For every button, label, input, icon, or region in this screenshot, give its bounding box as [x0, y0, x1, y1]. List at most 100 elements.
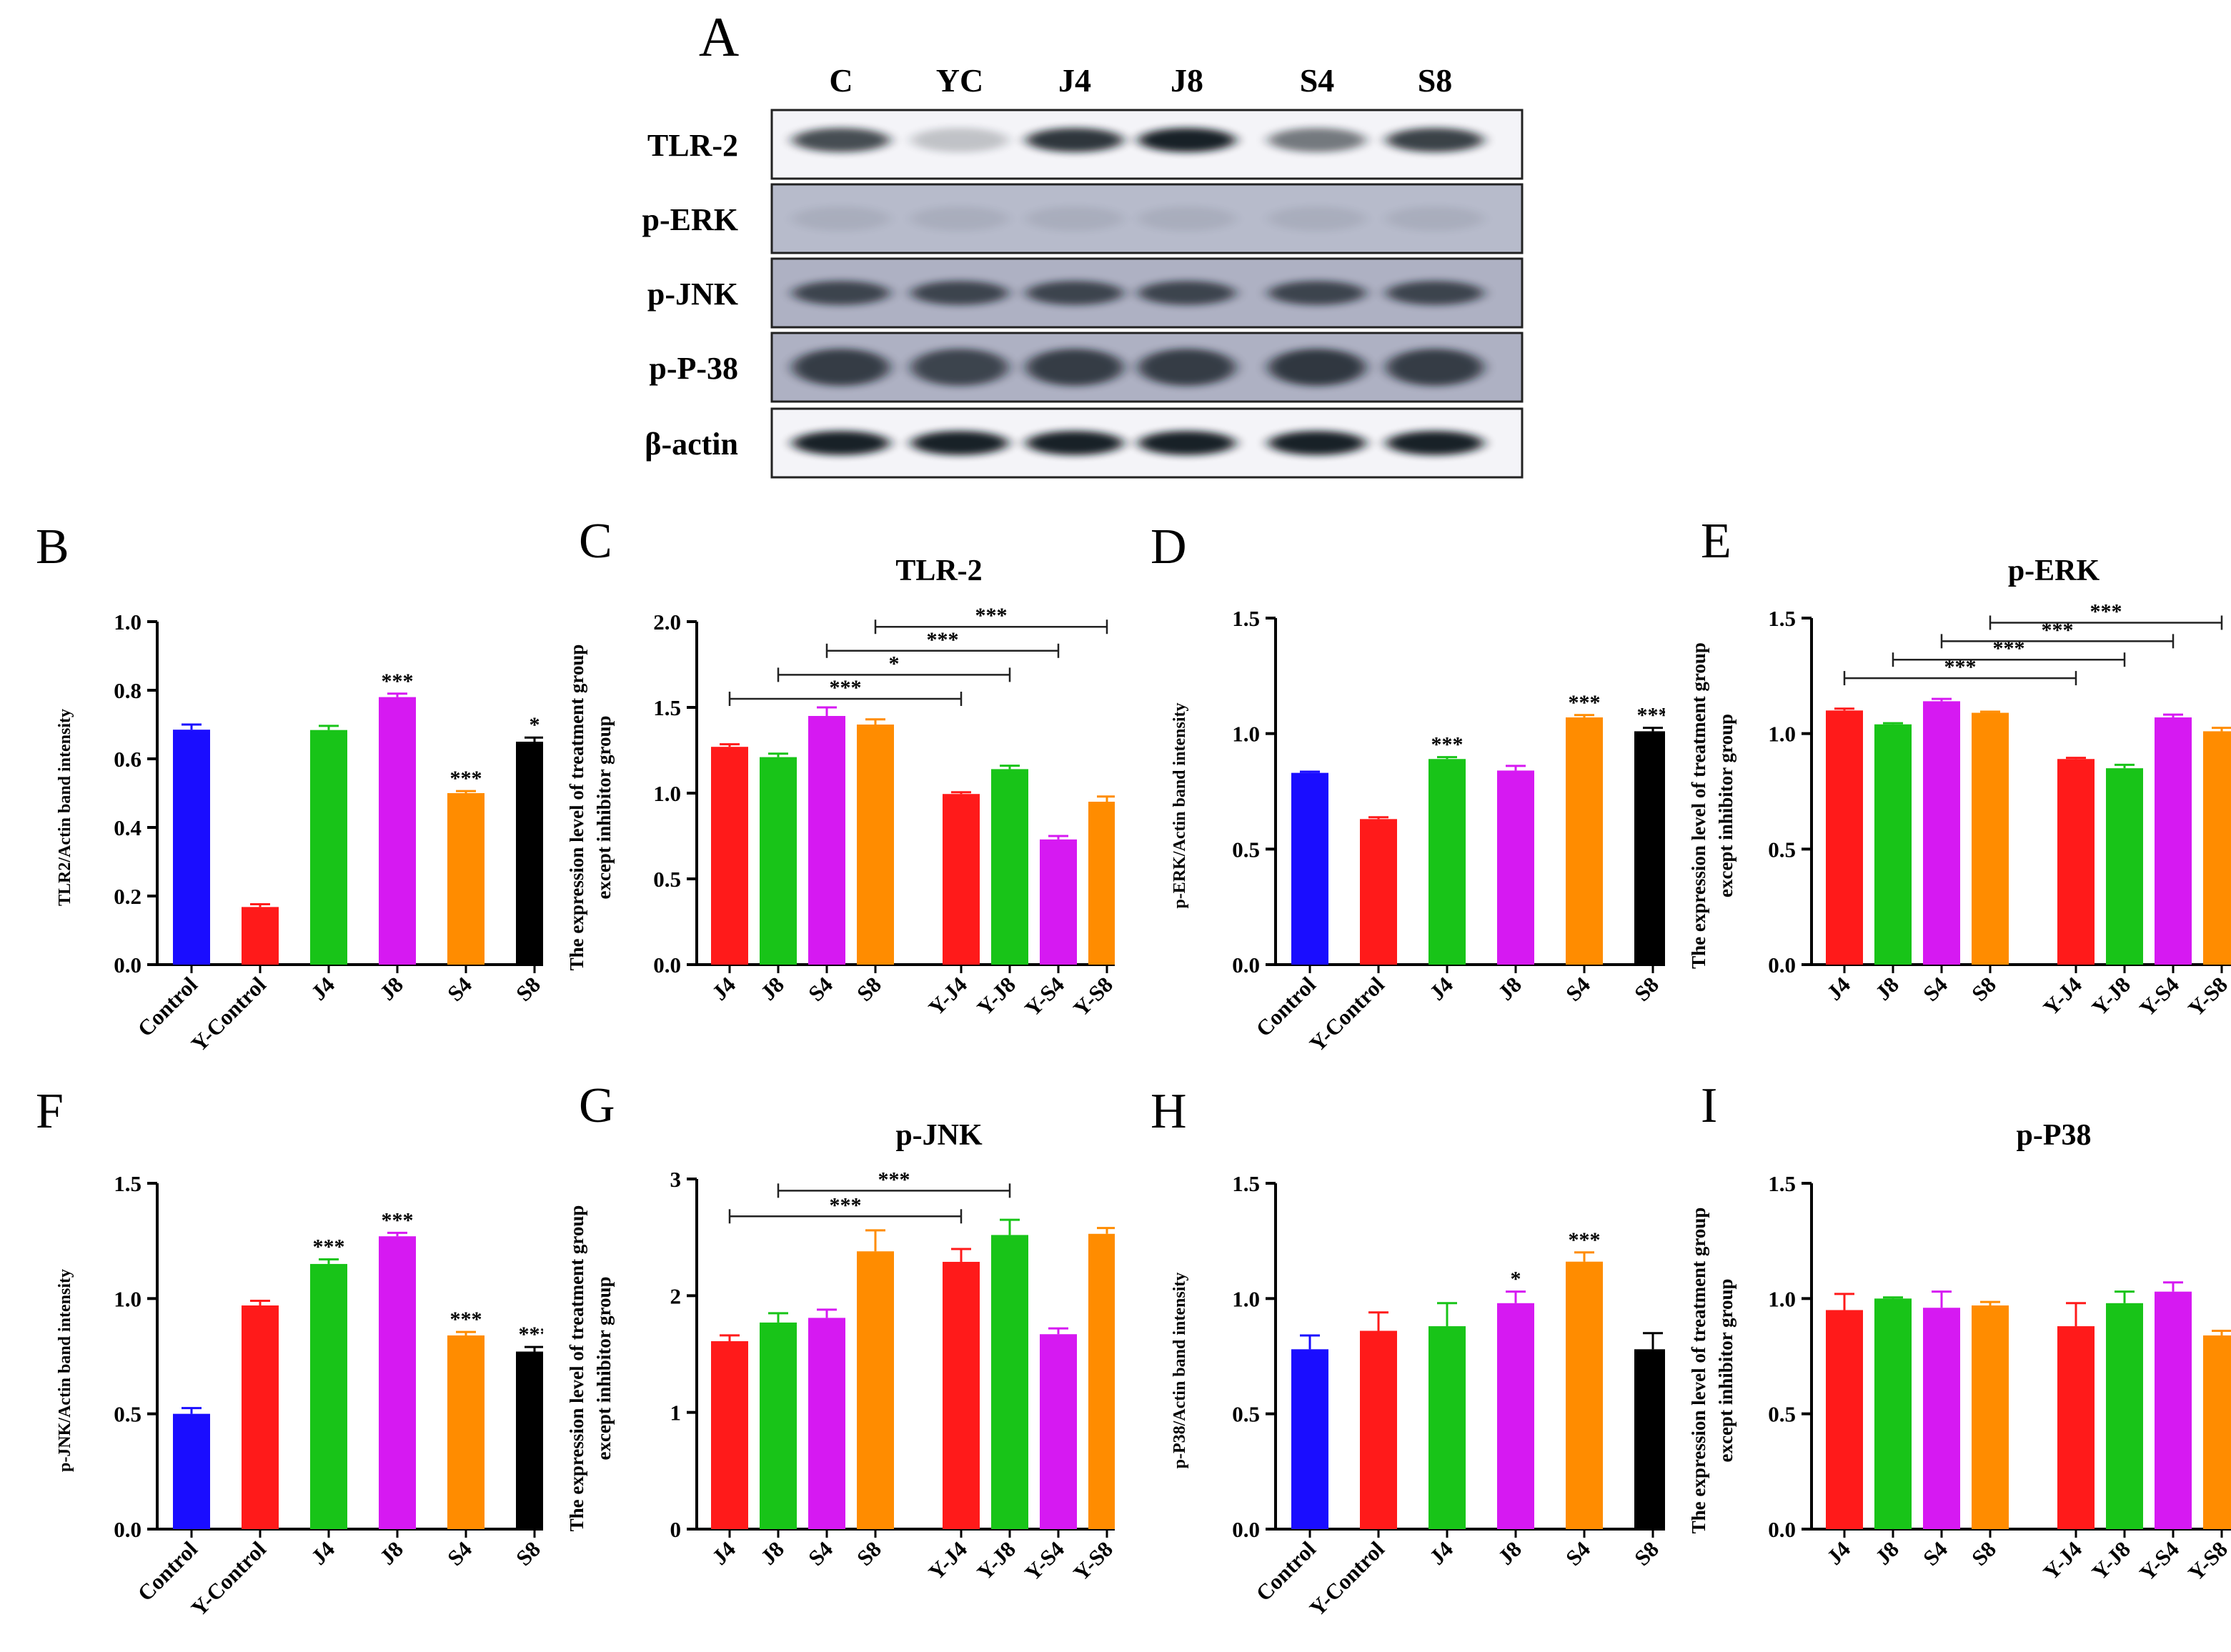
bar-d-j4 — [1428, 759, 1466, 965]
x-tick-label-f-j4: J4 — [306, 1536, 339, 1570]
comparison-label-g-0: *** — [830, 1193, 862, 1217]
x-tick-label-g-j4: J4 — [707, 1536, 740, 1570]
bar-c-y-j4 — [943, 794, 980, 965]
y-tick-label-h-1: 0.5 — [1232, 1402, 1260, 1427]
band-actin-j4 — [1026, 431, 1123, 455]
y-axis-label-i-1: The expression level of treatment group — [1688, 1208, 1709, 1534]
bar-c-y-j8 — [991, 769, 1028, 965]
y-axis-label-c-1: The expression level of treatment group — [566, 645, 587, 971]
chart-g-pjnk-treatment: Gp-JNK The expression level of treatment … — [566, 1078, 1115, 1586]
lane-label-s8: S8 — [1418, 62, 1453, 99]
band-actin-s8 — [1386, 431, 1484, 455]
comparison-label-c-2: *** — [927, 628, 959, 652]
x-tick-label-b-j4: J4 — [306, 972, 339, 1005]
bar-i-s4 — [1923, 1308, 1960, 1529]
x-tick-label-d-j8: J8 — [1493, 972, 1526, 1005]
x-tick-label-i-y-s4: Y-S4 — [2135, 1536, 2184, 1586]
panel-letter-h: H — [1151, 1084, 1187, 1139]
significance-b-s8: * — [530, 713, 540, 737]
y-tick-label-f-2: 1.0 — [114, 1286, 141, 1311]
significance-h-s4: *** — [1569, 1228, 1601, 1252]
panel-letter-c: C — [579, 514, 612, 569]
bar-b-control — [173, 730, 210, 965]
bar-c-j4 — [711, 747, 748, 965]
y-tick-label-b-4: 0.8 — [114, 678, 141, 703]
band-actin-yc — [911, 431, 1008, 455]
x-tick-label-h-j4: J4 — [1424, 1536, 1458, 1570]
y-tick-label-i-3: 1.5 — [1768, 1171, 1796, 1196]
bar-i-y-s4 — [2155, 1291, 2192, 1529]
x-tick-label-h-control: Control — [1251, 1536, 1321, 1606]
bar-i-y-j4 — [2057, 1326, 2095, 1529]
y-tick-label-d-0: 0.0 — [1232, 952, 1260, 977]
bar-g-y-j4 — [943, 1261, 980, 1529]
comparison-label-c-0: *** — [830, 676, 862, 700]
bar-g-y-j8 — [991, 1235, 1028, 1529]
x-tick-label-e-j8: J8 — [1870, 972, 1904, 1005]
y-axis-label-f: p-JNK/Actin band intensity — [56, 1269, 74, 1472]
y-tick-label-e-3: 1.5 — [1768, 606, 1796, 631]
bar-c-j8 — [760, 757, 797, 965]
bar-i-s8 — [1972, 1305, 2009, 1529]
band-actin-j8 — [1138, 431, 1236, 455]
band-p-p-38-c — [792, 349, 890, 386]
x-tick-label-i-s8: S8 — [1967, 1536, 2001, 1571]
x-tick-label-b-s8: S8 — [511, 972, 543, 1006]
bar-g-j4 — [711, 1341, 748, 1529]
bar-d-s8 — [1634, 731, 1665, 965]
y-tick-label-f-1: 0.5 — [114, 1402, 141, 1427]
bar-h-control — [1291, 1349, 1328, 1529]
chart-h-pp38-actin: Hp-P38/Actin band intensity 0.0 0.5 1.0 1.5 C… — [1151, 1084, 1665, 1621]
y-axis-label-d: p-ERK/Actin band intensity — [1171, 702, 1189, 908]
significance-d-s8: *** — [1637, 704, 1666, 727]
panel-letter-a: A — [699, 6, 739, 68]
bar-d-j8 — [1497, 770, 1534, 965]
x-tick-label-c-j8: J8 — [755, 972, 789, 1005]
band-p-p-38-s8 — [1386, 349, 1484, 386]
significance-b-j8: *** — [382, 670, 414, 693]
y-axis-label-b: TLR2/Actin band intensity — [56, 709, 74, 906]
y-tick-label-c-3: 1.5 — [653, 695, 681, 720]
x-tick-label-f-j8: J8 — [374, 1536, 408, 1570]
bar-i-j8 — [1874, 1298, 1912, 1529]
bar-g-s8 — [857, 1251, 894, 1529]
bar-h-s4 — [1566, 1261, 1603, 1529]
x-tick-label-c-y-j8: Y-J8 — [972, 972, 1020, 1020]
x-tick-label-d-j4: J4 — [1424, 972, 1458, 1005]
bar-e-y-s8 — [2203, 731, 2231, 965]
bar-g-s4 — [808, 1318, 845, 1529]
comparison-label-c-1: * — [889, 652, 900, 675]
band-p-erk-s4 — [1268, 206, 1366, 231]
chart-title-g: p-JNK — [895, 1119, 983, 1152]
x-tick-label-d-y-control: Y-Control — [1304, 972, 1389, 1057]
panel-letter-g: G — [579, 1078, 615, 1133]
blot-label-tlr-2: TLR-2 — [647, 128, 738, 163]
x-tick-label-i-y-s8: Y-S8 — [2183, 1536, 2231, 1586]
x-tick-label-e-y-s8: Y-S8 — [2183, 972, 2231, 1021]
band-tlr-2-j4 — [1026, 128, 1123, 152]
band-p-erk-j8 — [1138, 206, 1236, 231]
chart-f-pjnk-actin: Fp-JNK/Actin band intensity 0.0 0.5 1.0 1.5 C… — [36, 1084, 543, 1621]
bar-f-s4 — [447, 1335, 485, 1529]
bar-f-control — [173, 1413, 210, 1529]
bar-f-s8 — [516, 1351, 543, 1529]
bar-h-j4 — [1428, 1326, 1466, 1529]
lane-label-yc: YC — [936, 62, 983, 99]
x-tick-label-i-y-j4: Y-J4 — [2038, 1536, 2087, 1585]
y-tick-label-h-3: 1.5 — [1232, 1171, 1260, 1196]
band-p-p-38-yc — [911, 349, 1008, 386]
x-tick-label-f-s4: S4 — [442, 1536, 477, 1571]
band-p-jnk-j4 — [1026, 281, 1123, 305]
bar-g-y-s4 — [1040, 1334, 1077, 1529]
x-tick-label-b-y-control: Y-Control — [186, 972, 271, 1057]
blot-label-actin: β-actin — [645, 427, 738, 462]
bar-h-y-control — [1360, 1330, 1397, 1529]
x-tick-label-i-j8: J8 — [1870, 1536, 1904, 1570]
y-tick-label-h-2: 1.0 — [1232, 1286, 1260, 1311]
x-tick-label-d-s8: S8 — [1629, 972, 1664, 1006]
comparison-label-e-3: *** — [2090, 599, 2122, 623]
y-tick-label-e-2: 1.0 — [1768, 722, 1796, 747]
significance-d-j4: *** — [1431, 733, 1464, 757]
significance-b-s4: *** — [450, 767, 482, 790]
bar-b-j4 — [310, 730, 347, 965]
